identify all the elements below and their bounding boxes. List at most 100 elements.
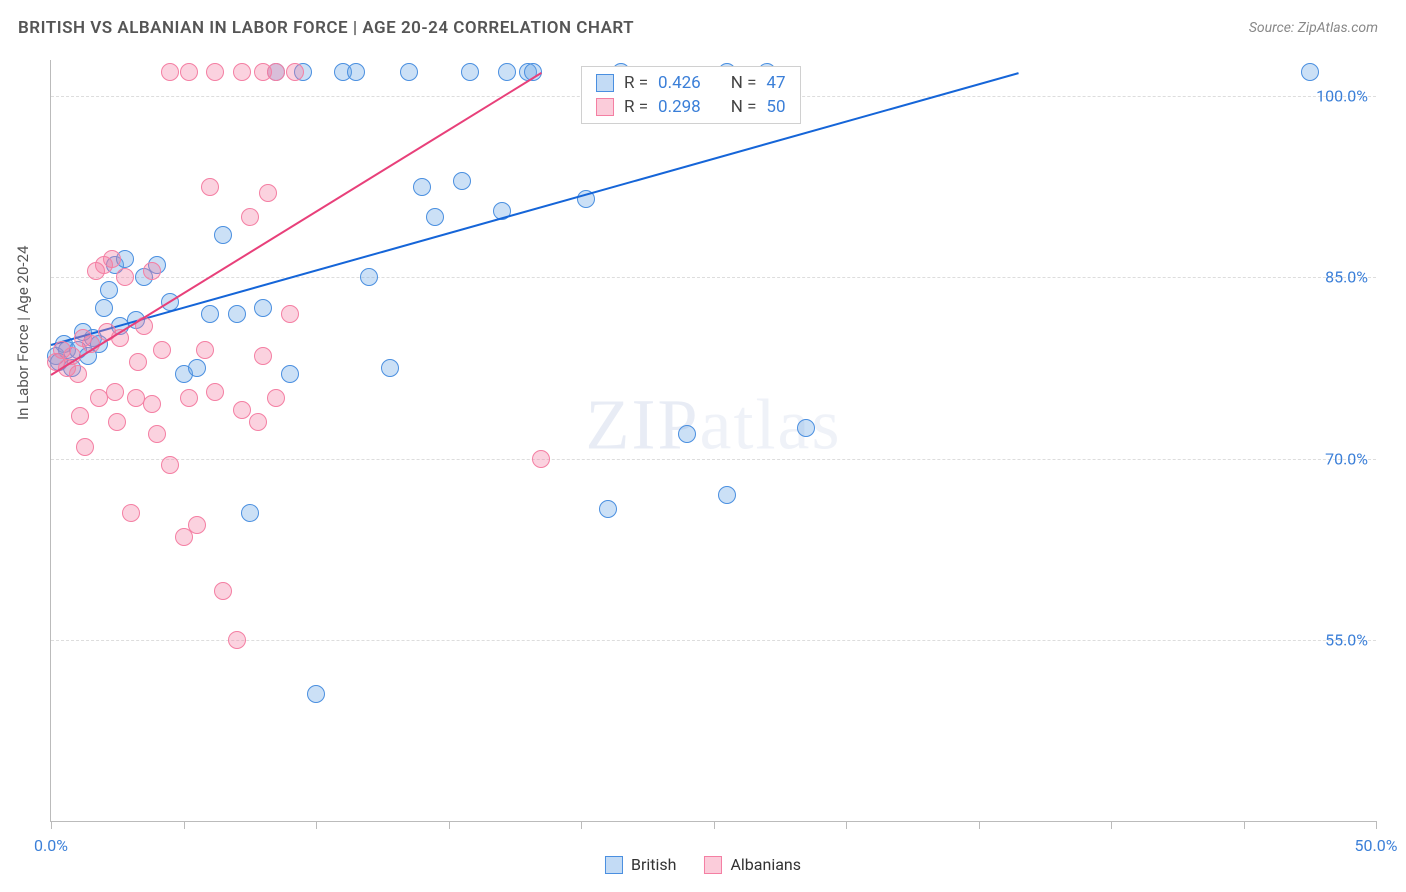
ytick-label: 55.0% [1325, 630, 1368, 649]
data-point [143, 395, 161, 413]
data-point [201, 305, 219, 323]
xtick [184, 821, 185, 829]
data-point [106, 383, 124, 401]
stat-r-value: 0.298 [658, 97, 701, 117]
stat-swatch [596, 74, 614, 92]
data-point [498, 63, 516, 81]
stat-r-label: R = [624, 73, 648, 93]
data-point [678, 425, 696, 443]
data-point [281, 305, 299, 323]
data-point [148, 425, 166, 443]
data-point [241, 208, 259, 226]
data-point [161, 63, 179, 81]
data-point [718, 486, 736, 504]
data-point [797, 419, 815, 437]
legend-item-albanians: Albanians [704, 855, 801, 874]
data-point [188, 516, 206, 534]
data-point [360, 268, 378, 286]
xtick [979, 821, 980, 829]
data-point [461, 63, 479, 81]
data-point [254, 299, 272, 317]
data-point [426, 208, 444, 226]
data-point [254, 347, 272, 365]
gridline [51, 277, 1376, 278]
correlation-stats-box: R = 0.426 N = 47 R = 0.298 N = 50 [581, 66, 801, 124]
stat-row: R = 0.298 N = 50 [582, 95, 800, 119]
ytick-label: 70.0% [1325, 449, 1368, 468]
data-point [206, 63, 224, 81]
xtick [1376, 821, 1377, 829]
data-point [233, 63, 251, 81]
legend-item-british: British [605, 855, 676, 874]
data-point [307, 685, 325, 703]
chart-title: BRITISH VS ALBANIAN IN LABOR FORCE | AGE… [18, 18, 634, 38]
legend-label: British [631, 855, 676, 874]
xtick [1244, 821, 1245, 829]
data-point [259, 184, 277, 202]
xtick [51, 821, 52, 829]
stat-n-value: 50 [766, 97, 785, 117]
legend: British Albanians [605, 855, 801, 874]
trendline [50, 72, 541, 376]
data-point [100, 281, 118, 299]
legend-swatch-british [605, 856, 623, 874]
data-point [214, 582, 232, 600]
data-point [249, 413, 267, 431]
xtick [846, 821, 847, 829]
gridline [51, 640, 1376, 641]
stat-r-value: 0.426 [658, 73, 701, 93]
chart-header: BRITISH VS ALBANIAN IN LABOR FORCE | AGE… [0, 0, 1406, 48]
data-point [532, 450, 550, 468]
data-point [233, 401, 251, 419]
data-point [400, 63, 418, 81]
data-point [413, 178, 431, 196]
data-point [228, 631, 246, 649]
data-point [206, 383, 224, 401]
gridline [51, 459, 1376, 460]
data-point [267, 389, 285, 407]
data-point [267, 63, 285, 81]
data-point [453, 172, 471, 190]
legend-label: Albanians [730, 855, 801, 874]
data-point [286, 63, 304, 81]
data-point [95, 299, 113, 317]
xtick [1111, 821, 1112, 829]
xtick [714, 821, 715, 829]
data-point [281, 365, 299, 383]
data-point [196, 341, 214, 359]
data-point [76, 438, 94, 456]
data-point [161, 456, 179, 474]
data-point [347, 63, 365, 81]
stat-r-label: R = [624, 97, 648, 117]
data-point [129, 353, 147, 371]
data-point [188, 359, 206, 377]
stat-n-label: N = [731, 97, 757, 117]
data-point [381, 359, 399, 377]
xtick-label: 50.0% [1355, 836, 1398, 855]
data-point [180, 63, 198, 81]
data-point [71, 407, 89, 425]
data-point [1301, 63, 1319, 81]
stat-n-value: 47 [766, 73, 785, 93]
data-point [116, 268, 134, 286]
data-point [108, 413, 126, 431]
data-point [122, 504, 140, 522]
data-point [214, 226, 232, 244]
xtick [449, 821, 450, 829]
stat-n-label: N = [731, 73, 757, 93]
stat-row: R = 0.426 N = 47 [582, 71, 800, 95]
source-attribution: Source: ZipAtlas.com [1249, 20, 1378, 36]
ytick-label: 85.0% [1325, 268, 1368, 287]
data-point [201, 178, 219, 196]
data-point [103, 250, 121, 268]
data-point [241, 504, 259, 522]
data-point [69, 365, 87, 383]
xtick [316, 821, 317, 829]
xtick-label: 0.0% [34, 836, 68, 855]
scatter-chart: ZIPatlas 55.0%70.0%85.0%100.0%0.0%50.0%R… [50, 60, 1376, 822]
data-point [153, 341, 171, 359]
data-point [180, 389, 198, 407]
legend-swatch-albanians [704, 856, 722, 874]
data-point [143, 262, 161, 280]
xtick [581, 821, 582, 829]
